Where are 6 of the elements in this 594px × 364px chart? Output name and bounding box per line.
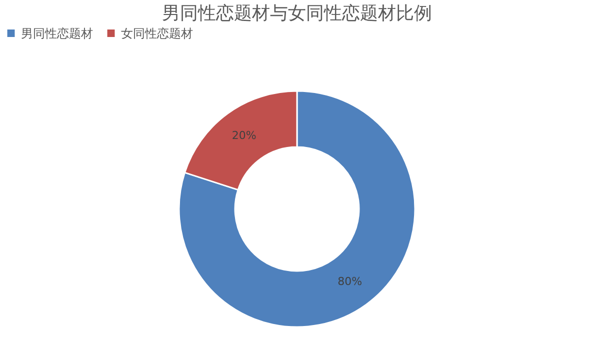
legend-label: 男同性恋题材 xyxy=(21,26,93,40)
chart-title: 男同性恋题材与女同性恋题材比例 xyxy=(162,3,432,24)
data-label: 80% xyxy=(338,274,362,288)
data-label: 20% xyxy=(232,129,256,142)
legend-label: 女同性恋题材 xyxy=(121,26,193,40)
donut-slice xyxy=(178,90,416,328)
